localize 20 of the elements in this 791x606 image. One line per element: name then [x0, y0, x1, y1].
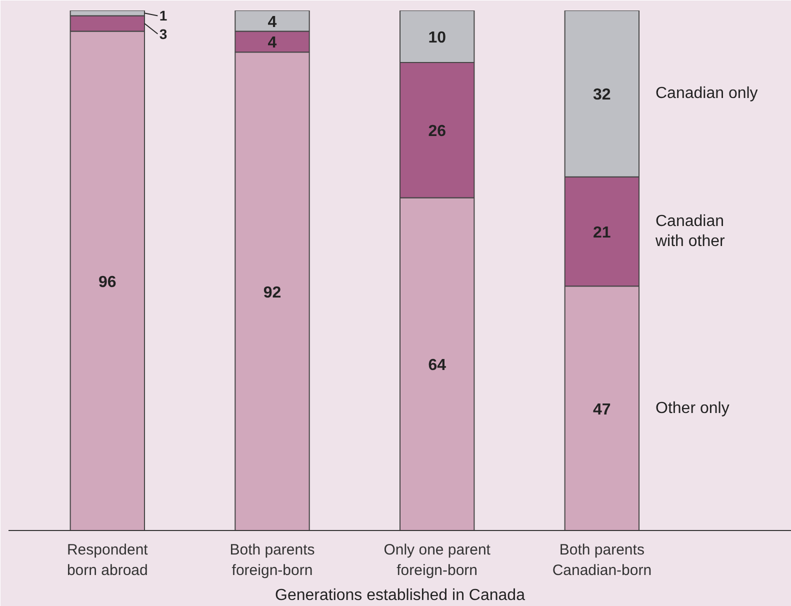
x-tick-label: Respondent born abroad — [66, 542, 149, 579]
x-tick-label: Both parents foreign-born — [230, 542, 315, 579]
data-label: 92 — [263, 284, 282, 302]
x-tick-label: Only one parent foreign-born — [384, 542, 492, 579]
data-label: 47 — [593, 401, 611, 418]
data-label: 26 — [428, 123, 446, 140]
data-label: 10 — [428, 30, 446, 46]
data-label: 64 — [428, 357, 446, 374]
data-label: 96 — [98, 274, 116, 291]
data-label: 3 — [159, 26, 168, 42]
x-tick-label: Both parents Canadian-born — [552, 542, 652, 579]
data-label: 21 — [593, 224, 611, 242]
data-label: 1 — [159, 8, 168, 24]
x-axis-title: Generations established in Canada — [275, 586, 526, 604]
data-label: 4 — [268, 34, 277, 52]
data-label: 4 — [268, 14, 277, 31]
series-label: Canadian with other — [654, 212, 726, 250]
series-label: Canadian only — [656, 85, 758, 102]
series-label: Other only — [656, 400, 730, 417]
data-label: 32 — [593, 86, 611, 104]
